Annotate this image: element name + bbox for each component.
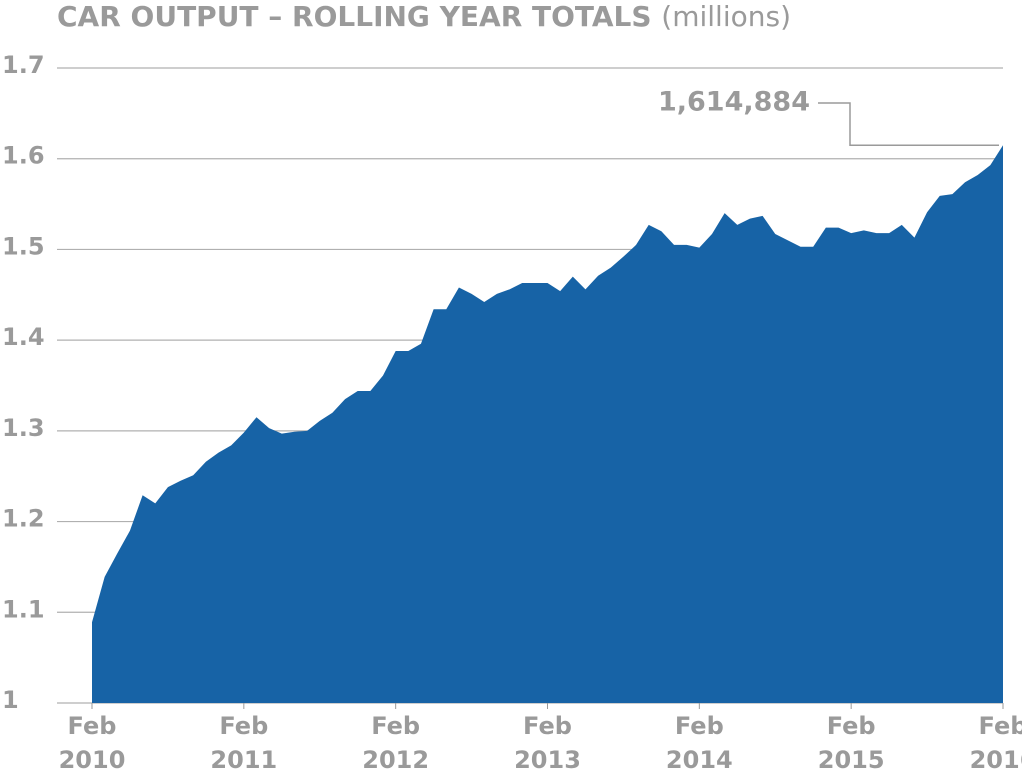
x-tick-line: 2012 [362,746,429,771]
x-tick-line: 2011 [210,746,277,771]
y-tick-label: 1.3 [2,414,45,442]
x-tick-line: Feb [523,712,572,740]
x-tick-line: 2013 [514,746,581,771]
y-tick-label: 1.4 [2,323,45,351]
y-tick-label: 1.7 [2,51,45,79]
y-tick-label: 1 [2,686,19,714]
x-tick-label: Feb 2012 [362,712,429,771]
x-tick-label: Feb 2013 [514,712,581,771]
y-tick-label: 1.5 [2,232,45,260]
x-tick-line: 2015 [818,746,885,771]
x-tick-line: Feb [68,712,117,740]
x-tick-line: 2016 [970,746,1022,771]
x-tick-line: Feb [371,712,420,740]
title: CAR OUTPUT – ROLLING YEAR TOTALS [57,0,652,33]
x-tick-label: Feb 2016 [970,712,1022,771]
x-tick-line: 2014 [666,746,733,771]
y-tick-label: 1.1 [2,595,45,623]
x-tick-line: Feb [675,712,724,740]
annotation-leader [818,102,999,146]
x-tick-line: Feb [979,712,1022,740]
x-tick-label: Feb 2010 [59,712,126,771]
area [92,145,1003,703]
x-tick-label: Feb 2015 [818,712,885,771]
annotation: 1,614,884 [658,87,810,118]
unit: (millions) [661,0,791,33]
x-tick-label: Feb 2011 [210,712,277,771]
x-tick-line: Feb [827,712,876,740]
x-tick-label: Feb 2014 [666,712,733,771]
y-tick-label: 1.2 [2,505,45,533]
y-tick-label: 1.6 [2,142,45,170]
x-tick-line: Feb [219,712,268,740]
x-tick-line: 2010 [59,746,126,771]
chart-title: CAR OUTPUT – ROLLING YEAR TOTALS (millio… [57,0,791,33]
